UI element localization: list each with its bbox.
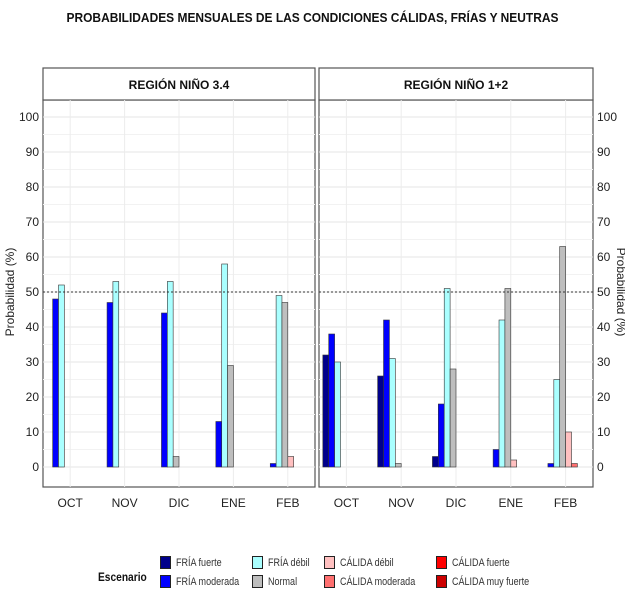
legend-label: FRÍA fuerte (176, 556, 222, 569)
bar (443, 288, 451, 468)
y-tick-label: 60 (26, 250, 40, 264)
legend-item-normal: Normal (252, 575, 303, 588)
bar (395, 463, 402, 468)
legend-item-calida-moderada: CÁLIDA moderada (324, 575, 432, 588)
y-tick-label: 90 (597, 145, 611, 159)
panel-title: REGIÓN NIÑO 3.4 (129, 77, 230, 92)
y-tick-label: 20 (26, 390, 40, 404)
legend-label: CÁLIDA fuerte (452, 556, 510, 569)
y-tick-label: 100 (19, 110, 39, 124)
bar (227, 365, 234, 468)
legend-swatch (436, 556, 447, 569)
legend-label: FRÍA débil (268, 556, 310, 569)
y-tick-label: 60 (597, 250, 611, 264)
y-tick-label: 40 (597, 320, 611, 334)
bar (383, 319, 390, 468)
y-tick-label: 0 (597, 460, 604, 474)
y-axis-title: Probabilidad (%) (3, 248, 17, 337)
bar (547, 463, 555, 468)
bar (432, 456, 439, 468)
bar (328, 333, 335, 468)
y-tick-label: 30 (597, 355, 611, 369)
x-tick-label: DIC (446, 496, 467, 510)
bar (492, 449, 500, 468)
legend-swatch (252, 556, 263, 569)
legend-swatch (160, 575, 171, 588)
bar (106, 302, 114, 468)
bar (510, 459, 517, 468)
x-tick-label: ENE (498, 496, 523, 510)
legend-label: CÁLIDA muy fuerte (452, 575, 530, 588)
legend: Escenario FRÍA fuerte FRÍA moderada FRÍA… (0, 552, 625, 600)
legend-item-calida-muy-fuerte: CÁLIDA muy fuerte (436, 575, 546, 588)
x-tick-label: NOV (388, 496, 414, 510)
bar (571, 463, 578, 468)
y-tick-label: 70 (597, 215, 611, 229)
bar (449, 368, 457, 468)
legend-item-fria-moderada: FRÍA moderada (160, 575, 253, 588)
bar (389, 358, 396, 468)
legend-item-fria-fuerte: FRÍA fuerte (160, 556, 232, 569)
legend-swatch (436, 575, 447, 588)
panel-title: REGIÓN NIÑO 1+2 (404, 77, 509, 92)
legend-label: CÁLIDA débil (340, 556, 394, 569)
legend-label: Normal (268, 575, 298, 588)
x-tick-label: DIC (169, 496, 190, 510)
bar (322, 354, 330, 468)
x-tick-label: FEB (554, 496, 577, 510)
y-tick-label: 50 (26, 285, 40, 299)
x-tick-label: OCT (334, 496, 360, 510)
y-tick-label: 100 (597, 110, 617, 124)
legend-title: Escenario (98, 570, 147, 584)
bar (52, 298, 59, 468)
bar (565, 431, 572, 468)
legend-item-fria-debil: FRÍA débil (252, 556, 319, 569)
y-tick-label: 80 (597, 180, 611, 194)
bar (58, 284, 65, 468)
legend-item-calida-fuerte: CÁLIDA fuerte (436, 556, 522, 569)
x-tick-label: NOV (112, 496, 138, 510)
y-tick-label: 90 (26, 145, 40, 159)
chart-title: PROBABILIDADES MENSUALES DE LAS CONDICIO… (66, 10, 559, 25)
bar (334, 361, 341, 468)
bar (161, 312, 168, 468)
y-tick-label: 80 (26, 180, 40, 194)
bar (167, 281, 174, 468)
x-tick-label: ENE (221, 496, 246, 510)
x-tick-label: FEB (276, 496, 299, 510)
legend-item-calida-debil: CÁLIDA débil (324, 556, 405, 569)
panel-strip (318, 67, 594, 101)
y-tick-label: 10 (26, 425, 40, 439)
y-tick-label: 70 (26, 215, 40, 229)
bar (438, 403, 445, 468)
legend-swatch (252, 575, 263, 588)
y-tick-label: 30 (26, 355, 40, 369)
x-tick-label: OCT (58, 496, 84, 510)
legend-label: FRÍA moderada (176, 575, 240, 588)
bar (221, 263, 228, 468)
y-tick-label: 20 (597, 390, 611, 404)
y-tick-label: 0 (32, 460, 39, 474)
legend-swatch (324, 556, 335, 569)
bar (172, 456, 180, 468)
y-axis-title: Probabilidad (%) (614, 248, 625, 337)
bar (504, 288, 512, 468)
y-tick-label: 50 (597, 285, 611, 299)
y-tick-label: 40 (26, 320, 40, 334)
bar (377, 375, 384, 468)
bar (498, 319, 506, 468)
legend-swatch (160, 556, 171, 569)
y-tick-label: 10 (597, 425, 611, 439)
bar (287, 456, 294, 468)
bar (275, 295, 283, 468)
bar (112, 281, 120, 468)
bar (553, 379, 561, 468)
chart-canvas: REGIÓN NIÑO 3.4 OCT NOV DIC ENE FEB 0 10 20 30 40 5… (3, 67, 625, 510)
bar (269, 463, 277, 468)
legend-swatch (324, 575, 335, 588)
bar (559, 246, 566, 468)
legend-label: CÁLIDA moderada (340, 575, 416, 588)
bar (281, 302, 289, 468)
bar (215, 421, 223, 468)
